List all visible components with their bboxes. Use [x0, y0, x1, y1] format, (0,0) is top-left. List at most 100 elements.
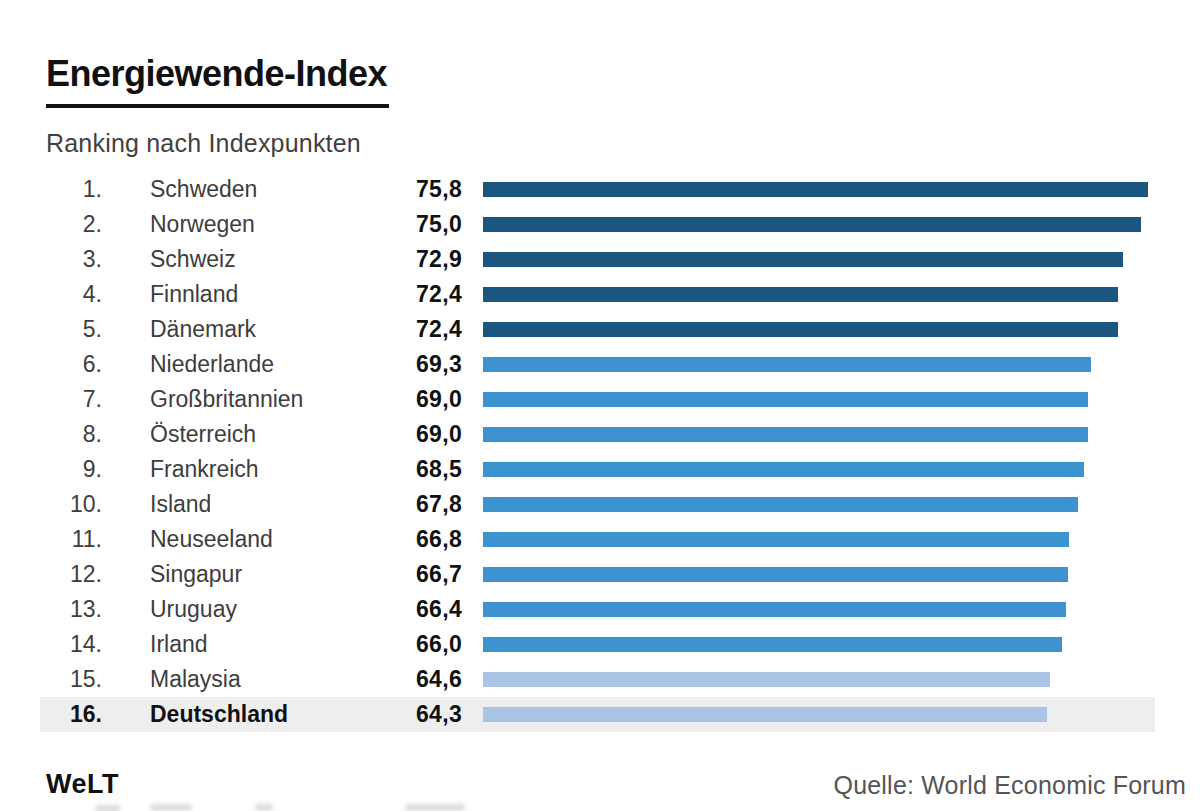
rank-label: 13. — [40, 596, 102, 623]
table-row: 2. Norwegen 75,0 — [40, 207, 1155, 242]
rank-label: 15. — [40, 666, 102, 693]
rank-label: 6. — [40, 351, 102, 378]
bar — [483, 357, 1091, 372]
bar — [483, 427, 1088, 442]
country-label: Deutschland — [102, 701, 355, 728]
value-label: 69,3 — [355, 351, 462, 378]
rank-label: 2. — [40, 211, 102, 238]
bar-track — [483, 357, 1148, 372]
bar — [483, 392, 1088, 407]
country-label: Österreich — [102, 421, 355, 448]
value-label: 66,4 — [355, 596, 462, 623]
chart-subtitle: Ranking nach Indexpunkten — [46, 129, 389, 158]
rank-label: 12. — [40, 561, 102, 588]
bar-track — [483, 497, 1148, 512]
country-label: Niederlande — [102, 351, 355, 378]
table-row: 12. Singapur 66,7 — [40, 557, 1155, 592]
table-row: 11. Neuseeland 66,8 — [40, 522, 1155, 557]
table-row: 4. Finnland 72,4 — [40, 277, 1155, 312]
bar — [483, 532, 1069, 547]
bar — [483, 287, 1118, 302]
country-label: Finnland — [102, 281, 355, 308]
table-row: 3. Schweiz 72,9 — [40, 242, 1155, 277]
table-row: 5. Dänemark 72,4 — [40, 312, 1155, 347]
source-credit: Quelle: World Economic Forum — [834, 771, 1186, 800]
value-label: 67,8 — [355, 491, 462, 518]
table-row: 9. Frankreich 68,5 — [40, 452, 1155, 487]
table-row: 13. Uruguay 66,4 — [40, 592, 1155, 627]
table-row: 15. Malaysia 64,6 — [40, 662, 1155, 697]
header: Energiewende-Index Ranking nach Indexpun… — [46, 53, 389, 158]
bar — [483, 182, 1148, 197]
bar-track — [483, 532, 1148, 547]
value-label: 66,0 — [355, 631, 462, 658]
value-label: 69,0 — [355, 386, 462, 413]
rank-label: 10. — [40, 491, 102, 518]
table-row: 8. Österreich 69,0 — [40, 417, 1155, 452]
bar-track — [483, 252, 1148, 267]
country-label: Irland — [102, 631, 355, 658]
value-label: 66,7 — [355, 561, 462, 588]
bar-track — [483, 427, 1148, 442]
rank-label: 8. — [40, 421, 102, 448]
table-row: 16. Deutschland 64,3 — [40, 697, 1155, 732]
value-label: 72,4 — [355, 316, 462, 343]
rank-label: 11. — [40, 526, 102, 553]
table-row: 10. Island 67,8 — [40, 487, 1155, 522]
value-label: 64,3 — [355, 701, 462, 728]
value-label: 72,9 — [355, 246, 462, 273]
bar — [483, 252, 1123, 267]
bar — [483, 567, 1068, 582]
value-label: 66,8 — [355, 526, 462, 553]
rank-label: 7. — [40, 386, 102, 413]
ranking-list: 1. Schweden 75,8 2. Norwegen 75,0 3. Sch… — [40, 172, 1155, 732]
country-label: Uruguay — [102, 596, 355, 623]
rank-label: 3. — [40, 246, 102, 273]
bar — [483, 217, 1141, 232]
country-label: Malaysia — [102, 666, 355, 693]
rank-label: 16. — [40, 701, 102, 728]
bar — [483, 637, 1062, 652]
value-label: 75,8 — [355, 176, 462, 203]
value-label: 64,6 — [355, 666, 462, 693]
bar-track — [483, 672, 1148, 687]
country-label: Frankreich — [102, 456, 355, 483]
country-label: Großbritannien — [102, 386, 355, 413]
bar-track — [483, 182, 1148, 197]
bar — [483, 462, 1084, 477]
page-title: Energiewende-Index — [46, 53, 389, 108]
bar-track — [483, 462, 1148, 477]
country-label: Schweden — [102, 176, 355, 203]
cropped-row-remnant — [255, 804, 273, 811]
cropped-row-remnant — [95, 805, 120, 811]
bar — [483, 322, 1118, 337]
bar-track — [483, 287, 1148, 302]
country-label: Norwegen — [102, 211, 355, 238]
welt-logo: WeLT — [46, 769, 119, 800]
bar — [483, 497, 1078, 512]
bar — [483, 602, 1066, 617]
rank-label: 9. — [40, 456, 102, 483]
country-label: Schweiz — [102, 246, 355, 273]
country-label: Island — [102, 491, 355, 518]
table-row: 7. Großbritannien 69,0 — [40, 382, 1155, 417]
bar-track — [483, 637, 1148, 652]
cropped-row-remnant — [405, 804, 465, 811]
country-label: Neuseeland — [102, 526, 355, 553]
value-label: 68,5 — [355, 456, 462, 483]
value-label: 72,4 — [355, 281, 462, 308]
table-row: 6. Niederlande 69,3 — [40, 347, 1155, 382]
bar-track — [483, 392, 1148, 407]
bar-track — [483, 602, 1148, 617]
bar-track — [483, 707, 1148, 722]
bar — [483, 672, 1050, 687]
cropped-row-remnant — [150, 804, 192, 811]
rank-label: 14. — [40, 631, 102, 658]
value-label: 75,0 — [355, 211, 462, 238]
rank-label: 5. — [40, 316, 102, 343]
country-label: Dänemark — [102, 316, 355, 343]
bar — [483, 707, 1047, 722]
table-row: 14. Irland 66,0 — [40, 627, 1155, 662]
rank-label: 1. — [40, 176, 102, 203]
table-row: 1. Schweden 75,8 — [40, 172, 1155, 207]
